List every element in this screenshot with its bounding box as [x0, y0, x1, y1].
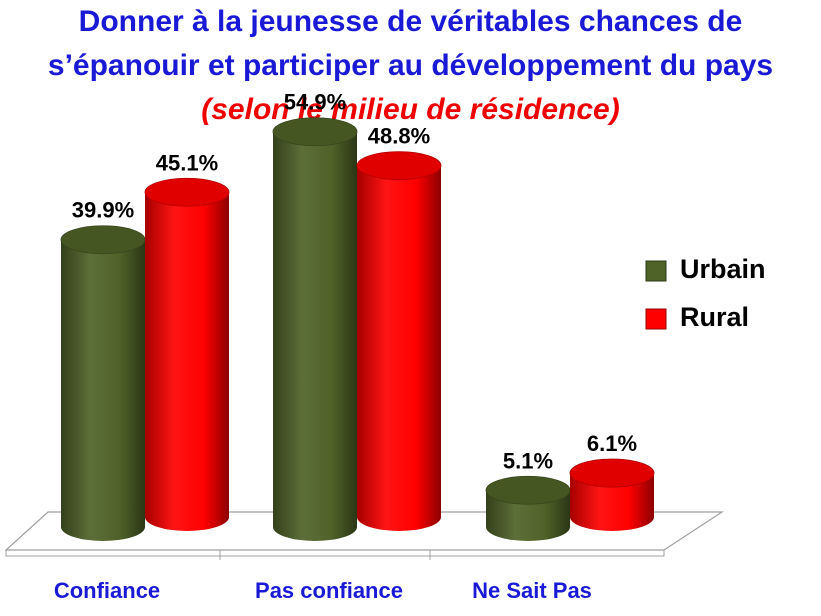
chart-title-line-1: Donner à la jeunesse de véritables chanc…: [78, 5, 743, 38]
legend-label-rural: Rural: [680, 302, 749, 332]
legend-label-urbain: Urbain: [680, 254, 766, 284]
bar-body: [486, 490, 570, 541]
chart-subtitle: (selon le milieu de résidence): [201, 93, 620, 126]
bar-urbain-2: [272, 117, 358, 541]
bar-top: [60, 225, 146, 255]
bar-body: [61, 239, 145, 541]
category-label: Ne Sait Pas: [472, 578, 592, 603]
bar-rural-3: [569, 458, 655, 531]
bar-rural-1: [144, 177, 230, 531]
legend: Urbain Rural: [645, 254, 766, 332]
value-label: 45.1%: [156, 150, 218, 175]
value-labels: 39.9% 45.1% 54.9% 48.8% 5.1% 6.1%: [72, 90, 637, 474]
legend-swatch-urbain: [645, 260, 667, 282]
bar-top: [356, 151, 442, 181]
value-label: 5.1%: [503, 448, 553, 473]
bar-urbain-3: [485, 475, 571, 541]
value-label: 54.9%: [284, 90, 346, 115]
value-label: 48.8%: [368, 124, 430, 149]
bar-rural-2: [356, 151, 442, 531]
bar-body: [273, 131, 357, 541]
floor-edge: [5, 550, 665, 557]
bar-body: [357, 165, 441, 531]
bar-top: [272, 117, 358, 147]
category-labels: Confiance Pas confiance Ne Sait Pas: [54, 578, 592, 603]
chart-title-line-2: s’épanouir et participer au développemen…: [47, 49, 774, 82]
bar-body: [145, 192, 229, 531]
legend-swatch-rural: [645, 308, 667, 330]
value-label: 39.9%: [72, 198, 134, 223]
bar-top: [485, 475, 571, 505]
category-label: Confiance: [54, 578, 160, 603]
chart-title-block: Donner à la jeunesse de véritables chanc…: [0, 0, 821, 132]
bar-top: [569, 458, 655, 488]
bar-top: [144, 177, 230, 207]
value-label: 6.1%: [587, 431, 637, 456]
bar-urbain-1: [60, 225, 146, 541]
bars: [60, 117, 655, 541]
category-label: Pas confiance: [255, 578, 403, 603]
bar-body: [570, 473, 654, 531]
